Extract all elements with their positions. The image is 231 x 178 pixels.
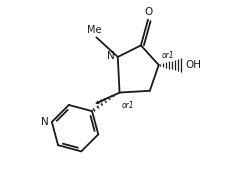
Text: N: N <box>40 117 48 127</box>
Text: O: O <box>144 7 152 17</box>
Text: OH: OH <box>184 60 200 70</box>
Text: or1: or1 <box>121 101 133 110</box>
Text: or1: or1 <box>161 51 174 60</box>
Text: Me: Me <box>87 25 101 35</box>
Text: N: N <box>106 51 114 61</box>
